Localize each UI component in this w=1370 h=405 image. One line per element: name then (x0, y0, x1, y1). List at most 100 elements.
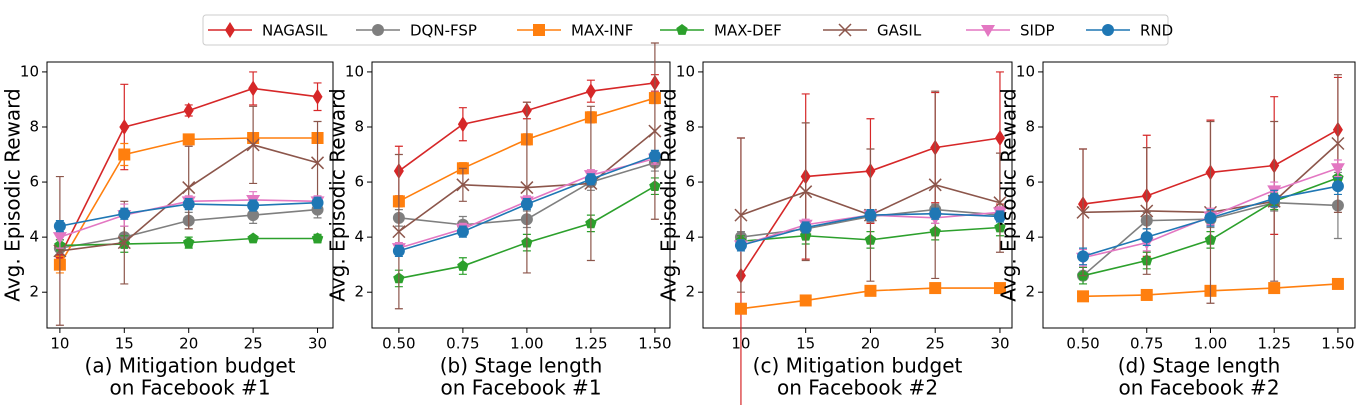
y-tick-label: 2 (1025, 283, 1035, 301)
marker (993, 210, 1006, 223)
y-tick-label: 2 (685, 283, 695, 301)
plot-frame (702, 61, 1013, 329)
marker (1077, 290, 1090, 303)
marker (248, 80, 259, 97)
marker (994, 130, 1005, 146)
subplot-caption: on Facebook #1 (109, 376, 270, 400)
marker (457, 260, 469, 271)
legend-marker (225, 22, 235, 38)
marker (1140, 231, 1153, 244)
y-tick-label: 8 (685, 117, 695, 135)
marker (247, 232, 259, 244)
marker (993, 282, 1006, 295)
marker (117, 236, 131, 250)
x-tick-label: 1.00 (1194, 335, 1227, 353)
x-tick-label: 0.75 (446, 335, 479, 353)
x-tick-label: 0.50 (382, 335, 415, 353)
marker (928, 178, 942, 192)
legend-label: SIDP (1020, 22, 1055, 40)
x-tick-label: 1.25 (1257, 335, 1290, 353)
marker (118, 207, 131, 220)
legend-marker (838, 23, 852, 37)
legend-marker (676, 24, 688, 35)
y-axis-label: Avg. Episodic Reward (997, 88, 1021, 301)
y-tick-label: 8 (1025, 117, 1035, 135)
legend-marker (1102, 24, 1114, 36)
marker (648, 124, 662, 138)
y-tick-label: 6 (1025, 173, 1035, 191)
x-tick-label: 15 (115, 335, 134, 353)
y-axis-label: Avg. Episodic Reward (657, 88, 681, 301)
y-tick-label: 2 (29, 283, 39, 301)
marker (799, 185, 813, 199)
marker (799, 221, 812, 234)
marker (734, 239, 747, 252)
subplot-caption: (b) Stage length (440, 354, 603, 378)
y-tick-label: 10 (20, 62, 39, 80)
plot-frame (1042, 61, 1356, 329)
marker (1331, 277, 1344, 290)
x-tick-label: 0.50 (1066, 335, 1099, 353)
x-tick-label: 1.50 (638, 335, 671, 353)
subplot-caption: on Facebook #2 (1118, 376, 1279, 400)
marker (1140, 204, 1154, 218)
subplot-caption: (c) Mitigation budget (753, 354, 963, 378)
plot-frame (46, 61, 334, 329)
marker (1331, 136, 1345, 151)
plot-frame (371, 61, 671, 329)
marker (182, 133, 195, 146)
marker (392, 244, 405, 257)
x-tick-label: 25 (926, 335, 945, 353)
marker (456, 225, 469, 238)
marker (520, 181, 534, 195)
y-tick-label: 6 (29, 173, 39, 191)
y-tick-label: 4 (29, 228, 39, 246)
y-axis-label: Avg. Episodic Reward (326, 88, 350, 301)
subplot-caption: (a) Mitigation budget (85, 354, 296, 378)
marker (182, 198, 195, 211)
marker (119, 118, 130, 135)
marker (247, 199, 260, 212)
marker (584, 173, 597, 186)
y-axis-label: Avg. Episodic Reward (1, 88, 25, 301)
marker (456, 178, 470, 192)
x-tick-label: 1.50 (1321, 335, 1354, 353)
marker (53, 220, 66, 233)
marker (1140, 288, 1153, 301)
y-tick-label: 10 (345, 62, 364, 80)
y-tick-label: 4 (354, 228, 364, 246)
marker (183, 236, 195, 248)
marker (182, 181, 196, 195)
legend-label: RND (1140, 22, 1173, 40)
y-tick-label: 4 (1025, 228, 1035, 246)
y-tick-label: 8 (29, 117, 39, 135)
marker (734, 302, 747, 315)
marker (183, 102, 194, 119)
marker (52, 232, 67, 245)
legend-marker (533, 24, 545, 36)
x-tick-label: 20 (179, 335, 198, 353)
x-tick-label: 30 (990, 335, 1009, 353)
marker (1331, 180, 1344, 193)
marker (799, 294, 812, 307)
y-tick-label: 6 (354, 173, 364, 191)
x-tick-label: 1.00 (510, 335, 543, 353)
legend-marker (981, 25, 995, 37)
y-tick-label: 6 (685, 173, 695, 191)
y-tick-label: 4 (685, 228, 695, 246)
marker (457, 116, 468, 133)
x-tick-label: 30 (308, 335, 327, 353)
marker (929, 207, 942, 220)
marker (734, 208, 748, 222)
x-tick-label: 10 (50, 335, 69, 353)
y-tick-label: 10 (1016, 62, 1035, 80)
subplot-caption: on Facebook #1 (440, 376, 601, 400)
marker (864, 209, 877, 222)
marker (648, 149, 661, 162)
y-tick-label: 10 (676, 62, 695, 80)
x-tick-label: 1.25 (574, 335, 607, 353)
marker (1330, 163, 1345, 176)
y-tick-label: 8 (354, 117, 364, 135)
marker (311, 232, 324, 244)
